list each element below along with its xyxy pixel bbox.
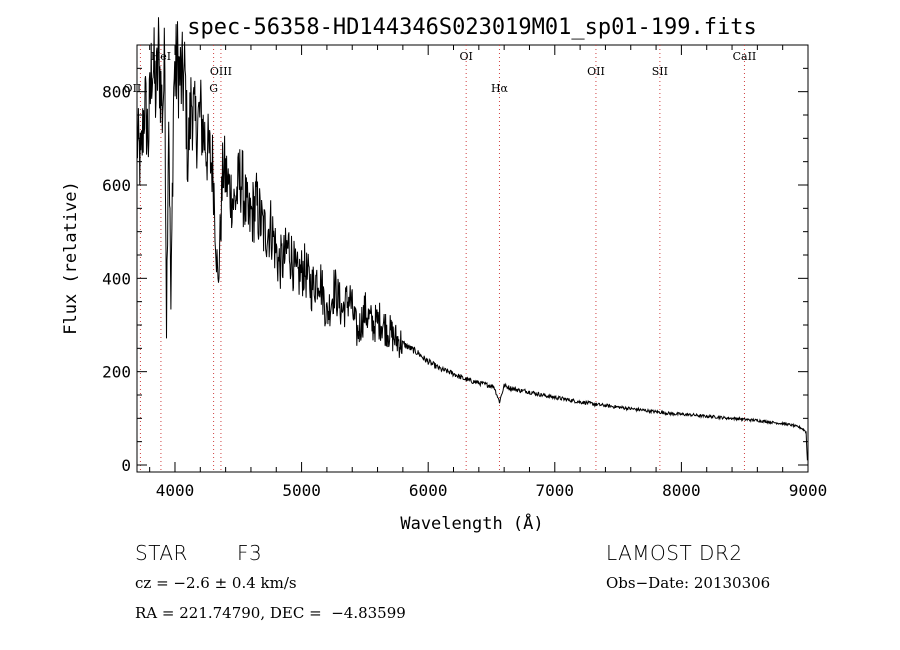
- line-marker-label-8: CaII: [733, 50, 757, 63]
- x-tick-label-2: 6000: [409, 481, 448, 500]
- x-tick-label-0: 4000: [156, 481, 195, 500]
- object-class: STAR: [135, 541, 188, 565]
- y-tick-label-3: 600: [102, 176, 131, 195]
- series-line-0: [136, 17, 808, 461]
- line-marker-label-0: OII: [124, 82, 142, 95]
- coordinates-line: RA = 221.74790, DEC = −4.83599: [135, 604, 406, 622]
- y-axis-label: Flux (relative): [61, 181, 81, 335]
- line-marker-label-3: G: [209, 82, 218, 95]
- x-tick-label-5: 9000: [789, 481, 828, 500]
- y-tick-label-4: 800: [102, 83, 131, 102]
- x-tick-label-4: 8000: [662, 481, 701, 500]
- y-tick-label-2: 400: [102, 269, 131, 288]
- survey-label: LAMOST DR2: [606, 541, 743, 565]
- y-tick-label-0: 0: [121, 456, 131, 475]
- line-marker-label-7: SII: [652, 65, 668, 78]
- emission-line-markers: OII HeI OIII G OI Hα OII SII CaII: [124, 45, 757, 472]
- line-marker-label-6: OII: [587, 65, 605, 78]
- line-marker-label-5: Hα: [491, 82, 509, 95]
- y-tick-label-1: 200: [102, 363, 131, 382]
- spectrum-chart: spec-56358-HD144346S023019M01_sp01-199.f…: [61, 15, 827, 534]
- x-tick-label-1: 5000: [282, 481, 321, 500]
- x-axis-label: Wavelength (Å): [400, 512, 543, 534]
- line-marker-label-4: OI: [459, 50, 472, 63]
- x-tick-label-3: 7000: [536, 481, 575, 500]
- spectrum-series: [136, 17, 808, 461]
- plot-frame: [136, 44, 809, 473]
- line-marker-label-1: HeI: [151, 50, 171, 63]
- line-marker-label-2: OIII: [210, 65, 232, 78]
- axis-ticks: 4000 5000 6000 7000 8000 9000 0 200 400 600 800: [102, 45, 827, 500]
- chart-title: spec-56358-HD144346S023019M01_sp01-199.f…: [187, 15, 757, 40]
- obs-date: Obs−Date: 20130306: [606, 574, 771, 592]
- redshift-line: cz = −2.6 ± 0.4 km/s: [135, 574, 297, 592]
- object-subclass: F3: [237, 541, 263, 565]
